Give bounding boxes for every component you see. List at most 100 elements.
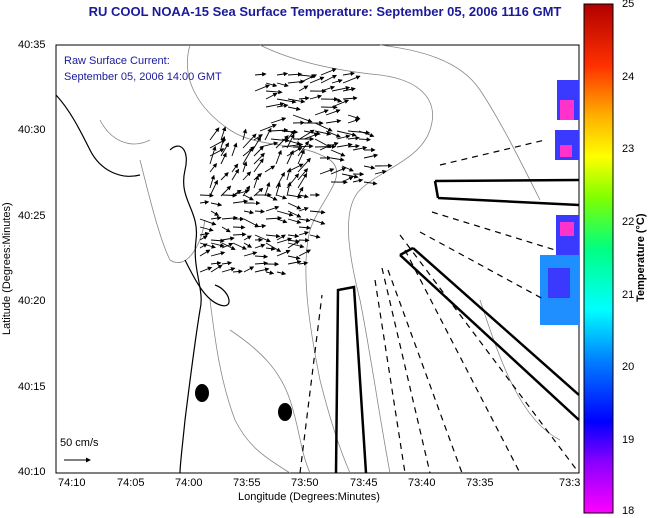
- current-vector: [314, 130, 332, 136]
- current-vector: [320, 74, 338, 84]
- current-vector: [220, 172, 229, 181]
- current-vector: [210, 210, 220, 216]
- current-vector: [336, 142, 353, 148]
- current-vector: [242, 161, 248, 173]
- current-vector: [286, 133, 295, 149]
- current-vector: [231, 168, 240, 181]
- current-vector: [314, 109, 329, 116]
- current-vector: [265, 82, 278, 88]
- current-vector: [363, 153, 379, 159]
- current-vector: [264, 165, 276, 173]
- current-vector: [265, 270, 275, 275]
- current-vector: [199, 266, 213, 273]
- current-vector: [210, 202, 223, 207]
- current-vector: [242, 128, 247, 141]
- current-vector: [287, 255, 301, 261]
- current-vector: [330, 167, 347, 175]
- current-vector: [253, 145, 264, 157]
- x-tick-label: 73:3: [559, 477, 581, 489]
- current-vector: [292, 114, 313, 123]
- current-vector: [298, 225, 312, 230]
- current-vector: [298, 206, 309, 212]
- current-vector: [210, 242, 225, 248]
- current-vector: [341, 176, 354, 183]
- current-vector: [286, 167, 292, 181]
- current-vector: [264, 181, 271, 197]
- current-vector: [232, 269, 243, 274]
- station-markers: [195, 384, 292, 421]
- current-vector: [319, 168, 335, 175]
- current-vector: [210, 238, 225, 243]
- current-vector: [363, 165, 376, 170]
- current-vector: [342, 75, 361, 84]
- current-vector: [287, 259, 302, 265]
- current-vector: [287, 106, 301, 111]
- current-vector: [232, 232, 247, 237]
- current-vector: [199, 231, 210, 237]
- current-vector: [209, 162, 218, 173]
- current-vector: [232, 199, 249, 204]
- current-vector: [254, 209, 266, 214]
- current-vector: [221, 236, 235, 241]
- current-vector: [297, 140, 310, 157]
- current-vector: [276, 237, 293, 244]
- current-vector: [347, 135, 360, 141]
- y-tick-label: 40:20: [18, 295, 46, 307]
- current-vector: [199, 249, 211, 257]
- current-vector: [298, 85, 309, 92]
- current-vector: [347, 114, 361, 120]
- current-vector: [242, 133, 257, 149]
- current-vector: [325, 130, 341, 138]
- x-tick-label: 73:35: [466, 477, 494, 489]
- current-vector: [221, 193, 238, 198]
- current-vector: [336, 130, 357, 137]
- current-vector: [276, 218, 288, 224]
- scale-label: 50 cm/s: [60, 437, 99, 449]
- current-vector: [287, 202, 302, 210]
- current-vector: [309, 76, 325, 84]
- current-vector: [243, 218, 260, 228]
- current-vector: [221, 215, 238, 221]
- current-vector: [199, 235, 208, 241]
- current-vector: [270, 127, 289, 133]
- current-vector: [243, 209, 255, 215]
- glider-tracks: [299, 139, 580, 474]
- colorbar-tick: 22: [622, 216, 635, 228]
- current-vector: [331, 85, 351, 92]
- current-vector: [265, 205, 280, 212]
- current-vector: [287, 233, 300, 239]
- current-vector: [286, 149, 294, 165]
- current-vector: [298, 249, 311, 257]
- coastline: [55, 94, 230, 474]
- current-vector: [243, 194, 254, 201]
- current-vector: [281, 142, 304, 148]
- current-vector: [253, 158, 264, 173]
- annotation-line1: Raw Surface Current:: [64, 55, 170, 67]
- current-vector: [341, 173, 359, 179]
- current-vector: [199, 218, 217, 226]
- current-vector: [254, 72, 267, 77]
- current-vector: [276, 249, 291, 257]
- current-vector: [325, 109, 341, 116]
- current-vector: [336, 134, 351, 140]
- current-vector: [220, 185, 232, 197]
- x-tick-label: 73:50: [291, 477, 319, 489]
- current-vector: [319, 144, 333, 151]
- current-vector: [331, 78, 343, 84]
- colorbar-tick: 23: [622, 143, 635, 155]
- current-vector: [320, 85, 336, 92]
- current-vector: [275, 182, 281, 197]
- colorbar-tick: 25: [622, 0, 635, 10]
- current-vector: [199, 226, 214, 232]
- current-vector: [298, 194, 309, 199]
- sst-patches: [540, 80, 579, 325]
- current-vector: [297, 172, 308, 189]
- x-axis-label: Longitude (Degrees:Minutes): [238, 491, 380, 503]
- current-vector: [253, 136, 261, 149]
- current-vector: [320, 68, 337, 76]
- current-vector: [264, 127, 272, 141]
- current-vector: [374, 169, 387, 175]
- current-vector: [325, 119, 342, 124]
- current-vector: [265, 246, 276, 251]
- current-vector: [303, 133, 319, 140]
